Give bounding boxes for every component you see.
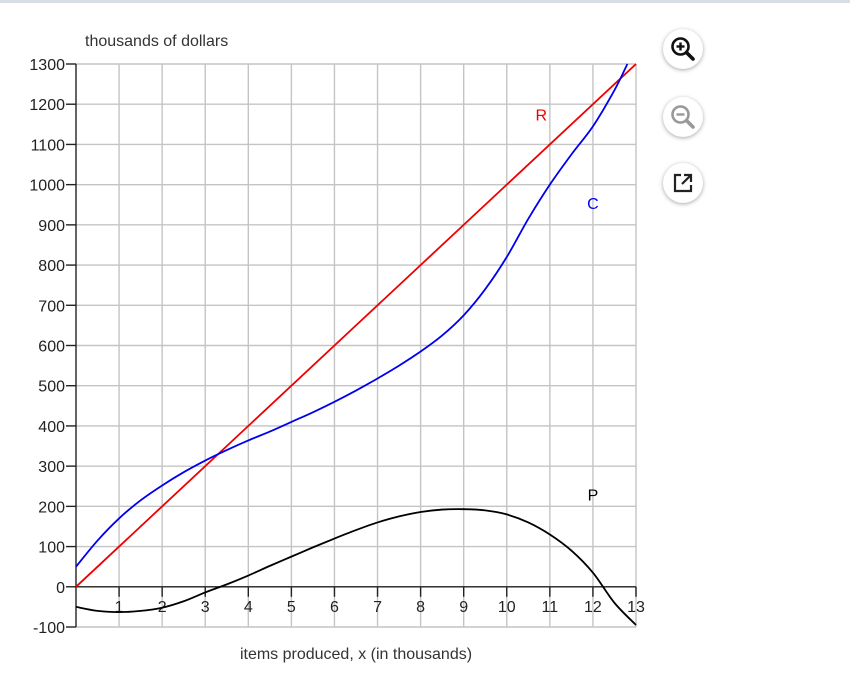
x-tick-label: 1: [115, 599, 124, 616]
x-axis-title: items produced, x (in thousands): [240, 646, 472, 663]
x-tick-label: 3: [201, 599, 210, 616]
external-link-icon: [673, 173, 693, 193]
x-tick-label: 7: [373, 599, 382, 616]
zoom-out-button[interactable]: [663, 97, 703, 137]
y-tick-label: 200: [38, 499, 65, 516]
x-tick-labels: 1 2 3 4 5 6 7 8 9 10 11 12 13: [115, 599, 645, 616]
series-labels: R C P: [535, 107, 598, 504]
y-tick-label: 1200: [29, 97, 65, 114]
x-tick-label: 4: [244, 599, 253, 616]
series-line-p: [76, 508, 637, 626]
y-tick-label: 0: [56, 580, 65, 597]
x-tick-label: 6: [330, 599, 339, 616]
y-tick-label: 400: [38, 419, 65, 436]
y-tick-label: 100: [38, 540, 65, 557]
x-tick-label: 13: [627, 599, 645, 616]
zoom-in-button[interactable]: [663, 29, 703, 69]
y-tick-labels: -100 0 100 200 300 400 500 600 700 800 900 1000 1100…: [29, 57, 65, 637]
x-tick-label: 12: [584, 599, 602, 616]
zoom-out-icon: [671, 105, 695, 129]
y-tick-label: 1300: [29, 57, 65, 74]
y-tick-label: 800: [38, 258, 65, 275]
series-label-r: R: [535, 107, 547, 124]
popout-button[interactable]: [663, 163, 703, 203]
y-tick-label: 500: [38, 379, 65, 396]
y-tick-label: 1100: [31, 137, 66, 154]
x-tick-label: 5: [287, 599, 296, 616]
x-tick-label: 8: [416, 599, 425, 616]
y-tick-label: 1000: [29, 178, 65, 195]
y-tick-label: -100: [33, 620, 65, 637]
series-label-c: C: [587, 196, 599, 213]
y-axis-title: thousands of dollars: [85, 33, 228, 50]
zoom-in-icon: [671, 37, 695, 61]
series-line-c: [76, 63, 629, 568]
series-line-r: [76, 63, 637, 588]
top-border: [0, 0, 850, 3]
y-tick-label: 700: [38, 298, 65, 315]
y-tick-label: 900: [38, 218, 65, 235]
series-label-p: P: [588, 487, 599, 504]
grid: [76, 63, 637, 628]
y-tick-label: 600: [38, 339, 65, 356]
x-tick-label: 10: [498, 599, 516, 616]
x-tick-label: 11: [542, 599, 559, 616]
y-tick-label: 300: [38, 459, 65, 476]
series-lines: [76, 63, 637, 626]
x-tick-label: 9: [459, 599, 468, 616]
axes: [66, 63, 637, 628]
